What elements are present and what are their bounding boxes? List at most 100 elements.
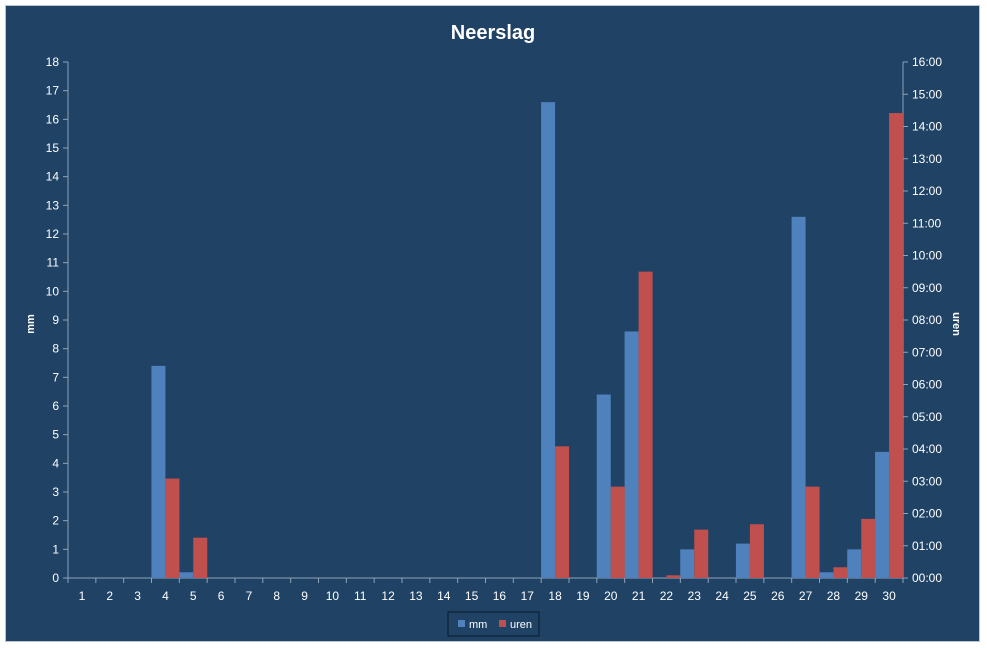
y-axis-left-label: mm bbox=[25, 314, 37, 334]
x-tick-label: 20 bbox=[604, 589, 618, 603]
bar-mm bbox=[791, 216, 806, 579]
y-left-tick-label: 5 bbox=[52, 428, 59, 442]
bar-mm bbox=[735, 543, 750, 578]
chart-title: Neerslag bbox=[451, 22, 536, 44]
bar-uren bbox=[165, 478, 180, 578]
x-tick-label: 24 bbox=[715, 589, 729, 603]
bar-uren bbox=[694, 529, 709, 578]
x-tick-label: 22 bbox=[660, 589, 674, 603]
x-tick-label: 12 bbox=[381, 589, 395, 603]
y-right-tick-label: 06:00 bbox=[912, 378, 942, 392]
x-tick-label: 29 bbox=[855, 589, 869, 603]
y-left-tick-label: 4 bbox=[52, 456, 59, 470]
legend-swatch-mm bbox=[458, 620, 465, 627]
bar-uren bbox=[749, 524, 764, 578]
y-left-tick-label: 8 bbox=[52, 342, 59, 356]
bar-uren bbox=[833, 567, 848, 578]
x-tick-label: 19 bbox=[576, 589, 590, 603]
y-right-tick-label: 09:00 bbox=[912, 281, 942, 295]
x-tick-label: 21 bbox=[632, 589, 646, 603]
y-right-tick-label: 15:00 bbox=[912, 87, 942, 101]
y-right-tick-label: 16:00 bbox=[912, 55, 942, 69]
bar-mm bbox=[624, 331, 639, 578]
y-right-tick-label: 10:00 bbox=[912, 249, 942, 263]
bar-uren bbox=[638, 271, 653, 578]
bar-uren bbox=[610, 486, 625, 578]
y-left-tick-label: 10 bbox=[46, 284, 60, 298]
x-tick-label: 27 bbox=[799, 589, 813, 603]
x-tick-label: 18 bbox=[548, 589, 562, 603]
y-left-tick-label: 18 bbox=[46, 55, 60, 69]
legend-label-mm: mm bbox=[469, 619, 487, 631]
y-right-tick-label: 08:00 bbox=[912, 313, 942, 327]
x-tick-label: 25 bbox=[743, 589, 757, 603]
x-tick-label: 26 bbox=[771, 589, 785, 603]
y-right-tick-label: 04:00 bbox=[912, 442, 942, 456]
bar-uren bbox=[666, 575, 681, 578]
x-tick-label: 17 bbox=[521, 589, 535, 603]
y-left-tick-label: 13 bbox=[46, 198, 60, 212]
x-tick-label: 6 bbox=[218, 589, 225, 603]
y-left-tick-label: 0 bbox=[52, 571, 59, 585]
bar-uren bbox=[805, 486, 820, 578]
x-tick-label: 28 bbox=[827, 589, 841, 603]
legend-label-uren: uren bbox=[510, 619, 532, 631]
x-tick-label: 30 bbox=[882, 589, 896, 603]
y-left-tick-label: 1 bbox=[52, 542, 59, 556]
x-tick-label: 1 bbox=[79, 589, 86, 603]
bar-chart: Neerslag mm uren 01234567891011121314151… bbox=[25, 22, 962, 637]
tick-labels: 012345678910111213141516171800:0001:0002… bbox=[46, 55, 943, 603]
y-axis-right-label: uren bbox=[950, 312, 962, 336]
y-right-tick-label: 11:00 bbox=[912, 216, 941, 230]
y-left-tick-label: 9 bbox=[52, 313, 59, 327]
legend: mm uren bbox=[447, 611, 540, 637]
y-right-tick-label: 00:00 bbox=[912, 571, 942, 585]
bar-mm bbox=[819, 572, 834, 578]
y-left-tick-label: 12 bbox=[46, 227, 60, 241]
bar-mm bbox=[875, 451, 890, 578]
x-tick-label: 13 bbox=[409, 589, 423, 603]
x-tick-label: 23 bbox=[688, 589, 702, 603]
y-left-tick-label: 16 bbox=[46, 112, 60, 126]
x-tick-label: 5 bbox=[190, 589, 197, 603]
bar-uren bbox=[861, 518, 876, 578]
legend-swatch-uren bbox=[499, 620, 506, 627]
legend-box bbox=[447, 611, 540, 637]
bar-uren bbox=[889, 113, 904, 578]
x-tick-label: 7 bbox=[246, 589, 253, 603]
y-right-tick-label: 05:00 bbox=[912, 410, 942, 424]
axes bbox=[63, 61, 908, 583]
bar-mm bbox=[680, 549, 695, 578]
bar-mm bbox=[541, 102, 556, 578]
y-right-tick-label: 03:00 bbox=[912, 474, 942, 488]
y-left-tick-label: 6 bbox=[52, 399, 59, 413]
x-tick-label: 15 bbox=[465, 589, 479, 603]
y-left-tick-label: 15 bbox=[46, 141, 60, 155]
x-tick-label: 4 bbox=[162, 589, 169, 603]
bars bbox=[151, 102, 904, 579]
x-tick-label: 8 bbox=[273, 589, 280, 603]
y-left-tick-label: 3 bbox=[52, 485, 59, 499]
y-right-tick-label: 13:00 bbox=[912, 152, 942, 166]
bar-mm bbox=[179, 572, 194, 578]
y-right-tick-label: 02:00 bbox=[912, 507, 942, 521]
y-right-tick-label: 14:00 bbox=[912, 120, 942, 134]
x-tick-label: 10 bbox=[326, 589, 340, 603]
bar-mm bbox=[151, 365, 166, 578]
y-left-tick-label: 11 bbox=[47, 256, 60, 270]
x-tick-label: 9 bbox=[301, 589, 308, 603]
bar-mm bbox=[847, 549, 862, 578]
bar-mm bbox=[596, 394, 611, 578]
y-left-tick-label: 14 bbox=[46, 170, 60, 184]
bar-uren bbox=[193, 537, 208, 578]
x-tick-label: 11 bbox=[354, 589, 367, 603]
x-tick-label: 16 bbox=[493, 589, 507, 603]
chart-area: Neerslag mm uren 0 1 2 3 4 5 6 7 8 9 10 11 12 13 14 15 1… bbox=[5, 5, 980, 642]
x-tick-label: 14 bbox=[437, 589, 451, 603]
y-left-tick-label: 7 bbox=[52, 370, 59, 384]
y-left-tick-label: 17 bbox=[46, 84, 60, 98]
bar-uren bbox=[555, 446, 570, 578]
x-tick-label: 3 bbox=[134, 589, 141, 603]
y-right-tick-label: 01:00 bbox=[912, 539, 942, 553]
y-right-tick-label: 07:00 bbox=[912, 345, 942, 359]
